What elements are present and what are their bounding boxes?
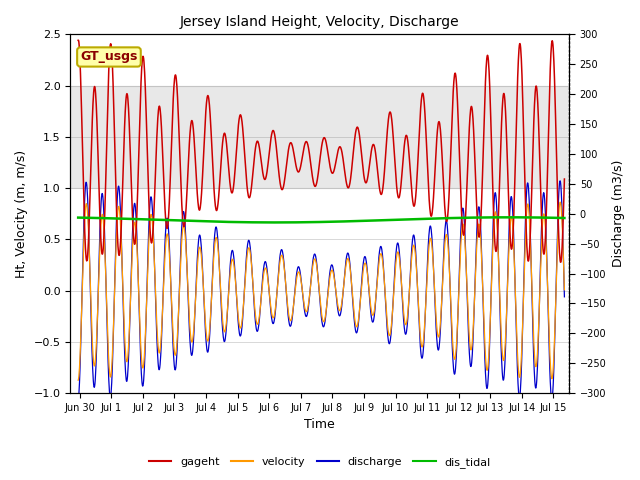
Y-axis label: Ht, Velocity (m, m/s): Ht, Velocity (m, m/s)	[15, 150, 28, 278]
Text: GT_usgs: GT_usgs	[80, 50, 138, 63]
Legend: gageht, velocity, discharge, dis_tidal: gageht, velocity, discharge, dis_tidal	[145, 452, 495, 472]
Bar	[70, 85, 569, 188]
Title: Jersey Island Height, Velocity, Discharge: Jersey Island Height, Velocity, Discharg…	[180, 15, 460, 29]
Y-axis label: Discharge (m3/s): Discharge (m3/s)	[612, 160, 625, 267]
X-axis label: Time: Time	[305, 419, 335, 432]
